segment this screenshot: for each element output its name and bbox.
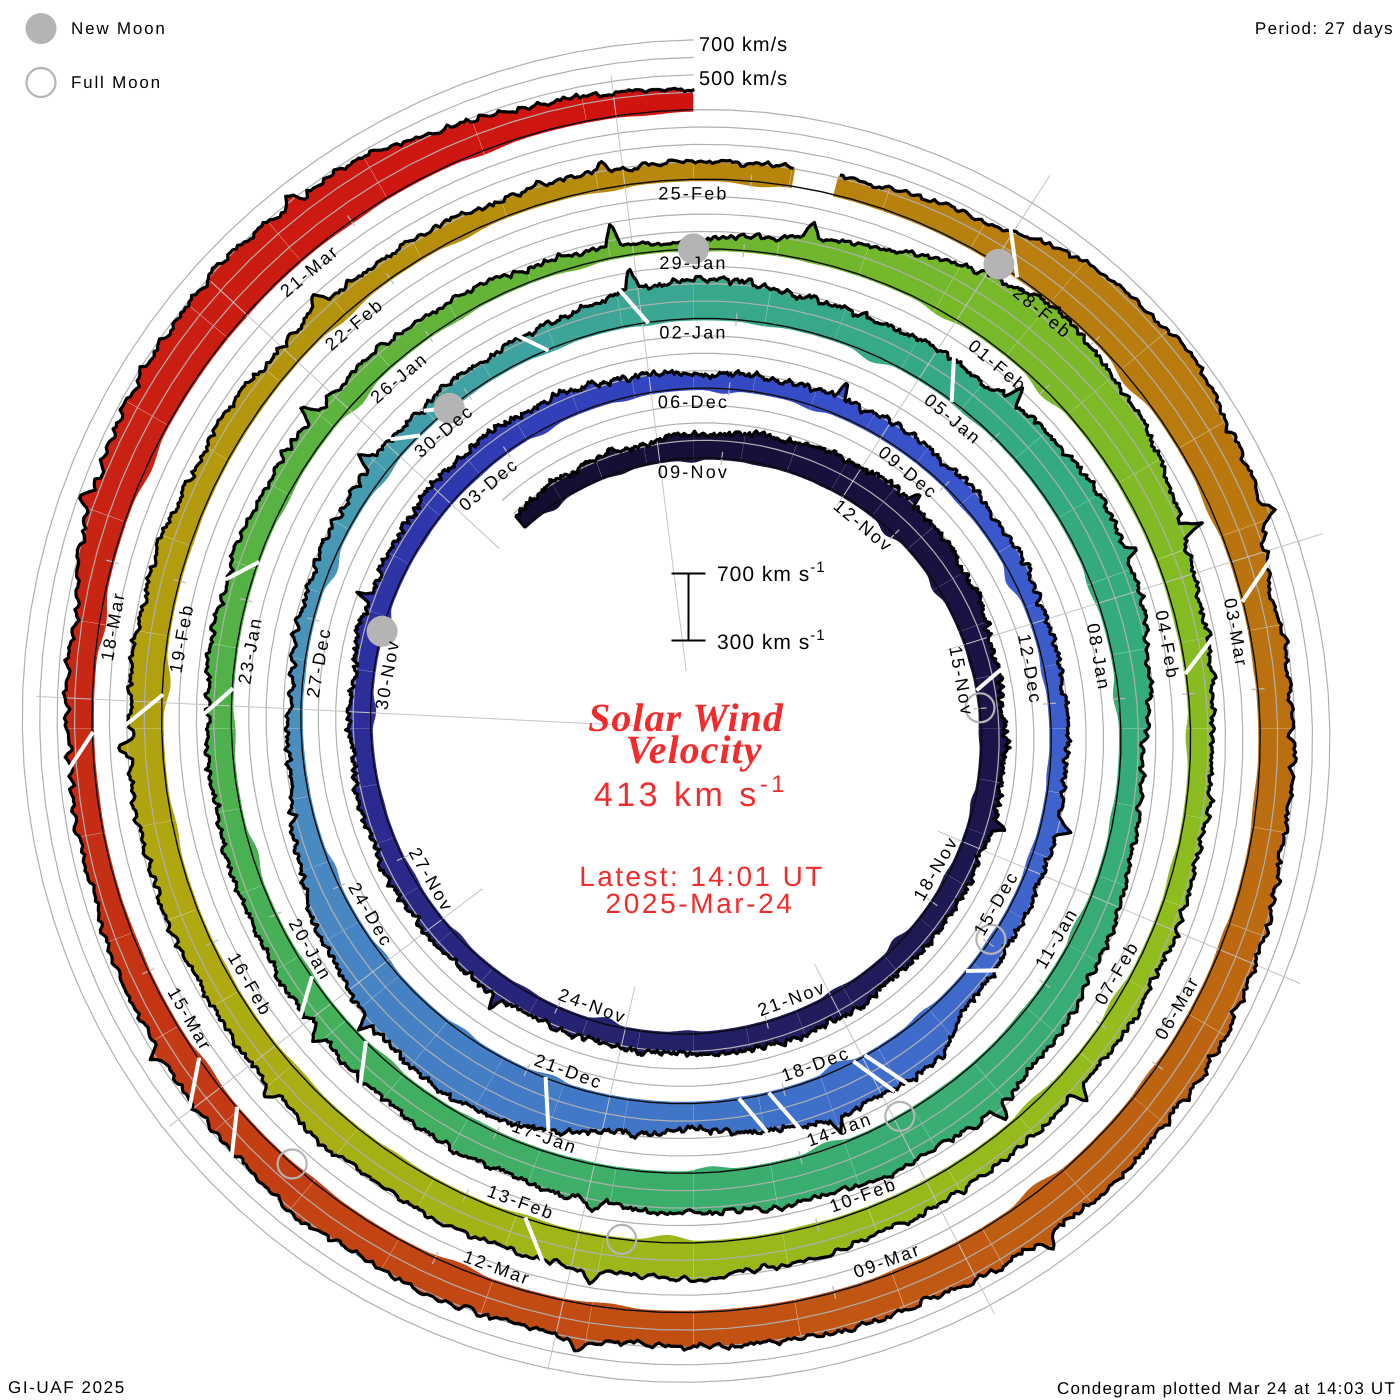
svg-text:25-Feb: 25-Feb (658, 183, 728, 203)
svg-text:2025-Mar-24: 2025-Mar-24 (606, 888, 795, 919)
svg-text:06-Dec: 06-Dec (658, 392, 729, 412)
svg-text:GI-UAF 2025: GI-UAF 2025 (8, 1378, 126, 1397)
svg-text:New Moon: New Moon (71, 19, 167, 38)
svg-text:413 km s-1: 413 km s-1 (594, 771, 788, 814)
svg-text:09-Nov: 09-Nov (658, 462, 729, 482)
svg-text:700 km s-1: 700 km s-1 (717, 559, 826, 586)
svg-text:Solar Wind: Solar Wind (588, 695, 784, 740)
svg-text:Condegram plotted Mar 24 at 14: Condegram plotted Mar 24 at 14:03 UT (1057, 1379, 1396, 1398)
svg-text:Velocity: Velocity (626, 727, 763, 772)
svg-text:Period: 27 days: Period: 27 days (1255, 19, 1394, 38)
svg-text:29-Jan: 29-Jan (659, 253, 727, 273)
svg-text:Full Moon: Full Moon (71, 73, 162, 92)
svg-text:500 km/s: 500 km/s (699, 68, 788, 90)
svg-text:300 km s-1: 300 km s-1 (717, 627, 826, 654)
svg-text:700 km/s: 700 km/s (699, 34, 788, 56)
svg-text:02-Jan: 02-Jan (659, 323, 727, 343)
svg-text:Latest: 14:01 UT: Latest: 14:01 UT (579, 861, 824, 892)
